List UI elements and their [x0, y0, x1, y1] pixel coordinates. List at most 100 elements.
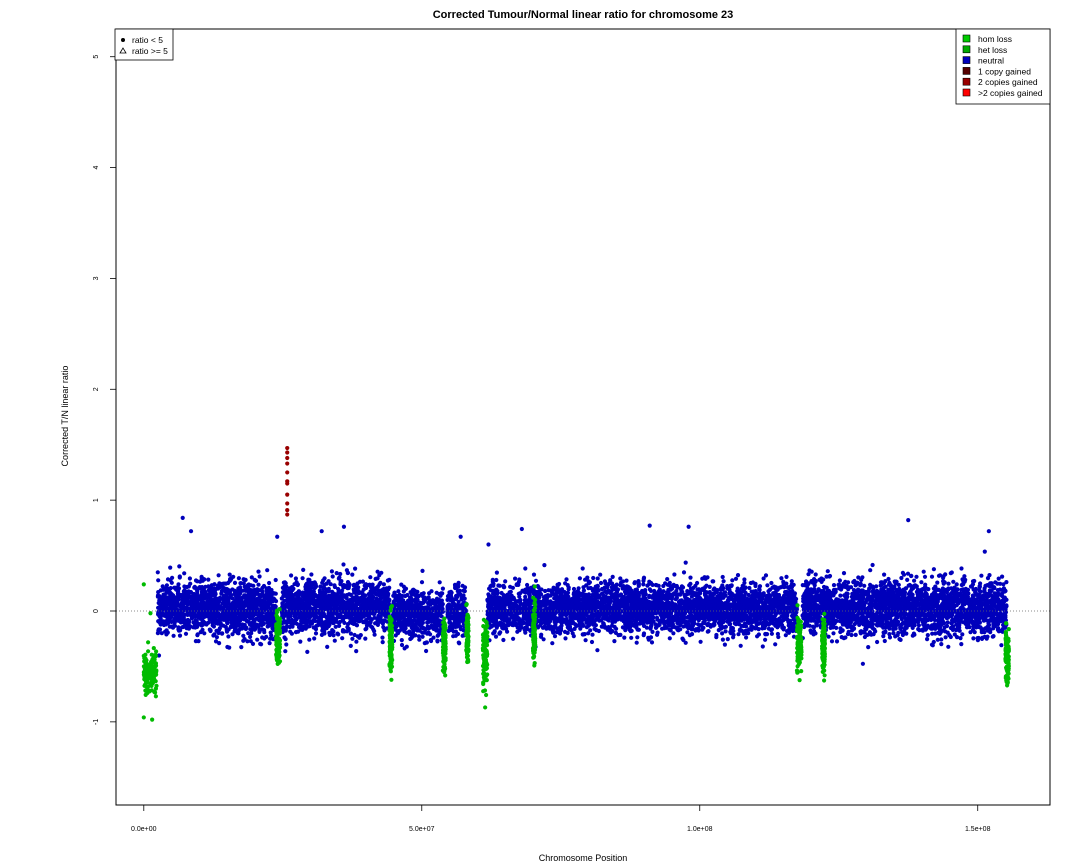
data-point — [311, 595, 316, 600]
data-point — [326, 595, 331, 600]
data-point — [237, 628, 242, 633]
data-point — [293, 576, 298, 581]
data-point — [258, 614, 263, 620]
data-point — [168, 565, 173, 570]
data-point — [229, 576, 234, 581]
data-point — [336, 590, 341, 595]
data-point — [531, 572, 537, 577]
data-point — [157, 627, 163, 632]
data-point — [357, 579, 363, 584]
data-point — [585, 575, 590, 580]
data-point — [439, 591, 444, 596]
data-point — [218, 595, 223, 600]
data-point — [345, 622, 351, 627]
data-point — [192, 614, 197, 619]
data-point — [286, 615, 291, 620]
data-point — [163, 629, 168, 634]
data-point — [329, 608, 334, 613]
data-point — [256, 569, 261, 574]
data-point — [421, 611, 426, 616]
data-point — [326, 579, 331, 584]
data-point — [598, 580, 604, 586]
data-point — [213, 601, 218, 606]
data-point — [167, 589, 172, 595]
data-point — [431, 635, 436, 640]
data-point — [237, 608, 243, 613]
data-point — [346, 628, 351, 633]
data-point — [249, 575, 254, 580]
data-point — [364, 626, 369, 631]
data-point — [351, 621, 356, 627]
data-point — [448, 589, 454, 594]
data-point — [449, 604, 454, 609]
data-point — [171, 624, 176, 629]
y-axis-title: Corrected T/N linear ratio — [60, 366, 70, 467]
data-point — [354, 623, 360, 628]
data-point — [420, 601, 425, 606]
data-point — [188, 590, 193, 595]
data-point — [346, 599, 351, 604]
data-point — [400, 604, 405, 610]
data-point — [310, 580, 315, 586]
data-point — [351, 595, 356, 600]
data-point — [264, 606, 270, 611]
data-point — [206, 584, 211, 589]
data-point — [730, 578, 735, 583]
data-point — [270, 603, 276, 608]
data-point — [411, 590, 416, 596]
data-point — [251, 588, 257, 593]
data-point — [337, 600, 342, 605]
data-point — [320, 580, 325, 585]
data-point — [420, 615, 426, 620]
data-point — [385, 578, 390, 583]
data-point — [177, 564, 182, 569]
data-point — [391, 593, 396, 598]
data-point — [224, 601, 229, 606]
data-point — [266, 614, 271, 619]
data-point — [166, 609, 171, 614]
data-point — [327, 613, 332, 618]
data-point — [331, 629, 336, 634]
data-point — [322, 576, 327, 581]
data-point — [222, 617, 227, 622]
data-point — [318, 584, 323, 589]
data-point — [301, 567, 306, 573]
data-point — [199, 599, 204, 604]
data-point — [156, 653, 162, 658]
data-point — [227, 617, 232, 622]
data-point — [257, 588, 262, 593]
data-point — [356, 585, 361, 590]
data-point — [213, 639, 219, 644]
data-point — [456, 621, 461, 626]
data-point — [447, 617, 452, 622]
data-point — [174, 587, 179, 592]
data-point — [265, 568, 270, 573]
data-point — [313, 612, 318, 617]
data-point — [184, 584, 190, 590]
data-point — [250, 606, 255, 611]
data-point — [214, 628, 219, 633]
data-point — [328, 600, 334, 605]
data-point — [209, 592, 214, 597]
data-point — [448, 627, 453, 633]
data-points — [141, 445, 1011, 722]
data-point — [258, 618, 263, 624]
data-point — [282, 606, 287, 611]
data-point — [406, 598, 411, 603]
data-point — [312, 606, 317, 611]
data-point — [188, 581, 193, 586]
data-point — [430, 619, 435, 624]
data-point — [294, 621, 299, 626]
data-point — [769, 631, 775, 636]
data-point — [405, 603, 410, 608]
data-point — [245, 583, 250, 588]
data-point — [428, 609, 433, 614]
data-point — [217, 641, 222, 646]
data-point — [273, 577, 278, 583]
data-point — [227, 604, 232, 610]
data-point — [351, 582, 357, 588]
data-point — [435, 609, 440, 615]
data-point — [380, 621, 385, 626]
data-point — [399, 642, 405, 648]
data-point — [247, 621, 252, 626]
